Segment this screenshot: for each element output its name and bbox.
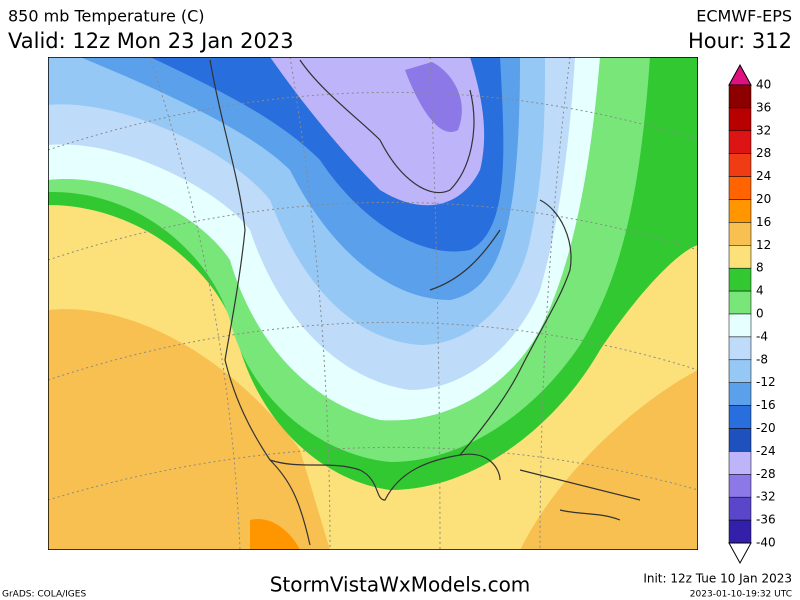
colorbar-swatch — [728, 153, 752, 177]
colorbar-top-arrow — [728, 63, 752, 86]
colorbar-label: -8 — [756, 352, 768, 366]
colorbar-label: 28 — [756, 146, 771, 160]
colorbar-swatch — [728, 199, 752, 223]
colorbar-label: 12 — [756, 238, 771, 252]
colorbar-label: -36 — [756, 513, 776, 527]
temperature-map — [48, 57, 698, 550]
colorbar-label: -40 — [756, 536, 776, 550]
colorbar-swatch — [728, 451, 752, 475]
colorbar-label: 8 — [756, 261, 764, 275]
colorbar-swatch — [728, 428, 752, 452]
colorbar-swatch — [728, 176, 752, 200]
colorbar-swatch — [728, 382, 752, 406]
init-time: Init: 12z Tue 10 Jan 2023 — [643, 572, 792, 586]
forecast-hour: Hour: 312 — [688, 29, 792, 53]
colorbar-label: -24 — [756, 444, 776, 458]
colorbar-label: -20 — [756, 421, 776, 435]
colorbar-swatch — [728, 519, 752, 544]
colorbar-label: 20 — [756, 192, 771, 206]
colorbar-swatch — [728, 359, 752, 383]
map-title: 850 mb Temperature (C) — [8, 7, 205, 26]
model-name: ECMWF-EPS — [696, 7, 792, 26]
colorbar-label: -28 — [756, 467, 776, 481]
colorbar-label: 32 — [756, 123, 771, 137]
colorbar-label: 16 — [756, 215, 771, 229]
colorbar-label: -4 — [756, 329, 768, 343]
colorbar-swatch — [728, 405, 752, 429]
website: StormVistaWxModels.com — [270, 573, 531, 597]
colorbar-swatch — [728, 336, 752, 361]
colorbar-swatch — [728, 290, 752, 315]
colorbar-swatch — [728, 474, 752, 498]
credit: GrADS: COLA/IGES — [2, 590, 86, 600]
colorbar-label: -32 — [756, 490, 776, 504]
colorbar-label: 36 — [756, 100, 771, 114]
colorbar-swatch — [728, 267, 752, 292]
valid-time: Valid: 12z Mon 23 Jan 2023 — [8, 29, 294, 53]
timestamp: 2023-01-10-19:32 UTC — [690, 590, 792, 600]
colorbar-label: 0 — [756, 307, 764, 321]
colorbar-swatch — [728, 130, 752, 154]
colorbar-label: -16 — [756, 398, 776, 412]
colorbar: 4036322824201612840-4-8-12-16-20-24-28-3… — [728, 63, 776, 565]
colorbar-label: 4 — [756, 284, 764, 298]
colorbar-swatch — [728, 84, 752, 109]
colorbar-swatch — [728, 496, 752, 521]
colorbar-label: -12 — [756, 375, 776, 389]
colorbar-swatch — [728, 245, 752, 269]
colorbar-swatch — [728, 107, 752, 132]
colorbar-bottom-arrow — [728, 542, 752, 565]
colorbar-label: 40 — [756, 78, 771, 92]
colorbar-swatch — [728, 313, 752, 338]
colorbar-swatch — [728, 222, 752, 246]
colorbar-label: 24 — [756, 169, 771, 183]
